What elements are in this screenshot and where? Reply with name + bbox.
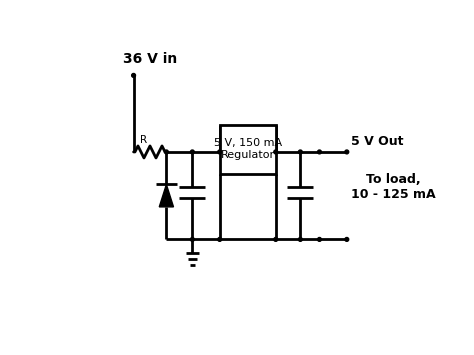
Circle shape xyxy=(274,150,278,154)
Circle shape xyxy=(191,150,194,154)
Text: 5 V Out: 5 V Out xyxy=(351,135,403,148)
Circle shape xyxy=(299,237,302,241)
Circle shape xyxy=(318,237,321,241)
Circle shape xyxy=(345,237,349,241)
Circle shape xyxy=(218,237,222,241)
Circle shape xyxy=(318,150,321,154)
Circle shape xyxy=(191,237,194,241)
Circle shape xyxy=(345,150,349,154)
Circle shape xyxy=(299,150,302,154)
Polygon shape xyxy=(159,185,173,207)
Circle shape xyxy=(274,237,278,241)
Text: 5 V, 150 mA
Regulator: 5 V, 150 mA Regulator xyxy=(214,138,282,160)
Circle shape xyxy=(164,150,168,154)
Text: R: R xyxy=(140,135,147,144)
Bar xyxy=(219,125,276,174)
Circle shape xyxy=(132,73,136,77)
Circle shape xyxy=(218,150,222,154)
Text: 36 V in: 36 V in xyxy=(123,52,177,66)
Text: To load,
10 - 125 mA: To load, 10 - 125 mA xyxy=(351,174,436,202)
